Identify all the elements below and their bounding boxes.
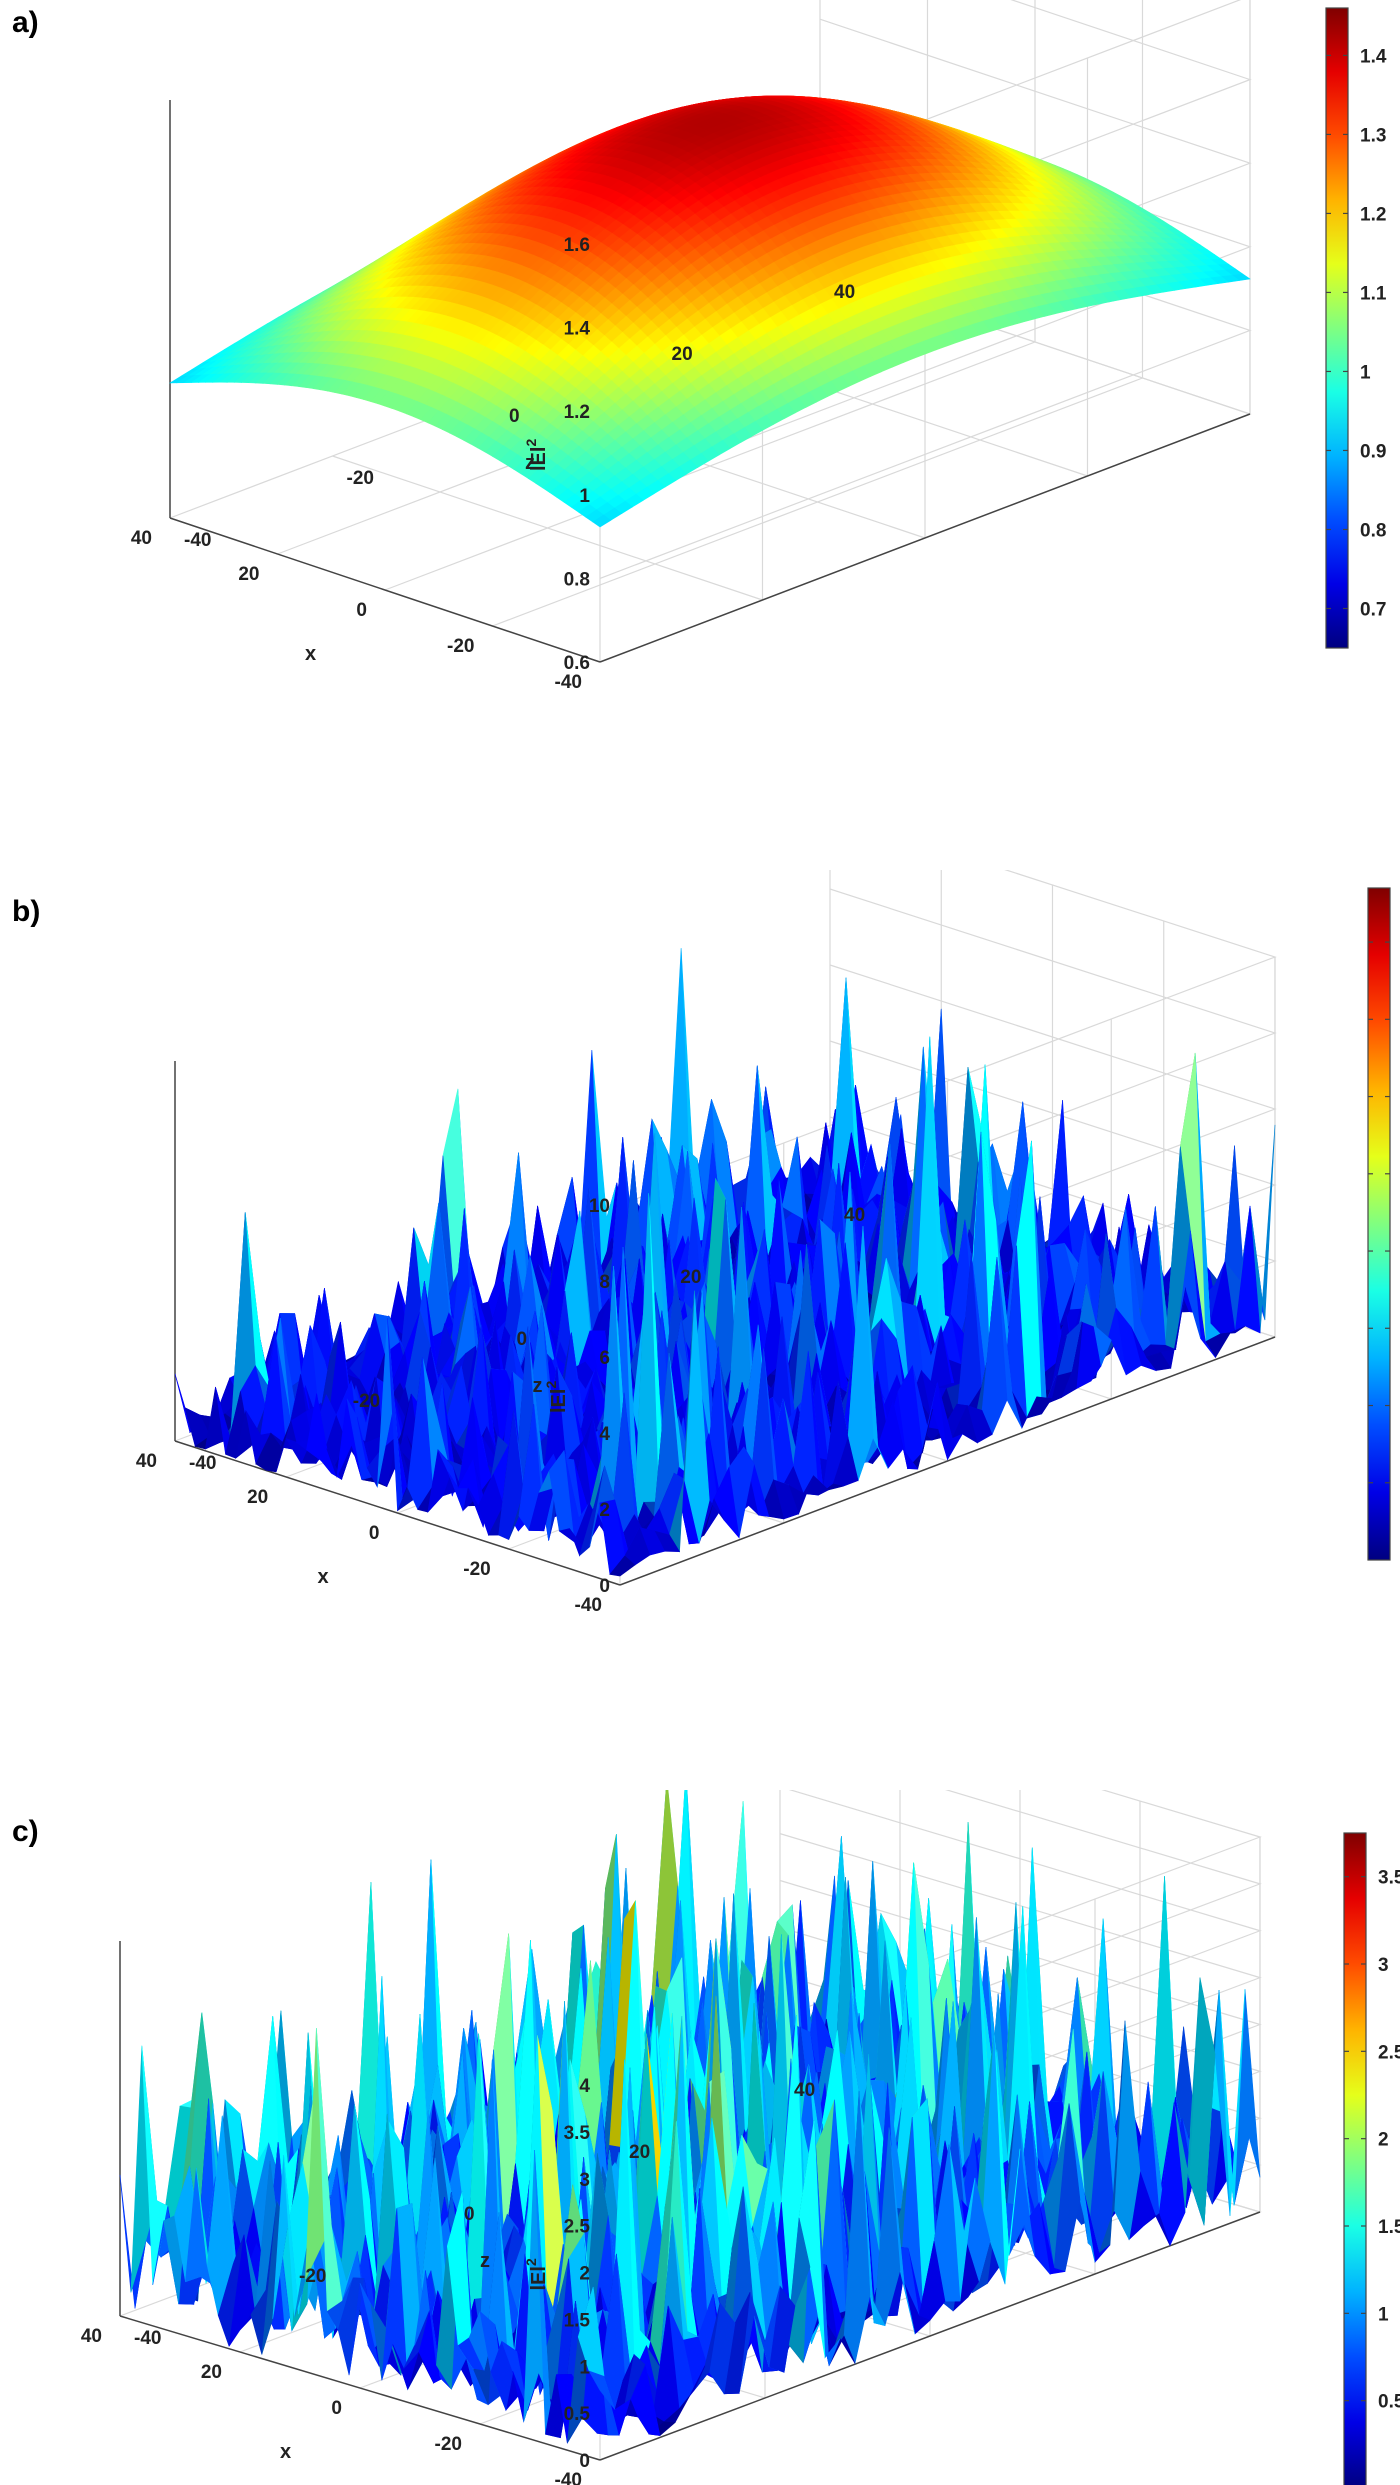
z-tick-label: 1.2: [564, 402, 590, 423]
surface-mesh: [168, 95, 1251, 528]
y-tick-label: 20: [672, 344, 693, 365]
surface-patch: [592, 514, 612, 528]
colorbar-tick-label: 1.3: [1360, 125, 1386, 146]
colorbar: 0.7 0.8 0.9 1 1.1 1.2 1.3 1.4: [1325, 7, 1387, 649]
grid-line-floor-y: [332, 455, 763, 601]
colorbar-gradient: [1325, 7, 1349, 649]
z-tick-label: 0.8: [564, 569, 590, 590]
colorbar-tick-label: 1.1: [1360, 283, 1387, 304]
z-tick-label: 0.6: [564, 653, 590, 674]
surface-mesh: [174, 948, 1276, 1577]
x-tick-label: 0: [356, 600, 367, 621]
panel-a: a) 0.6 0.8 1 1.2 1.4 1.6 -40 -20 0 20 40 -40 -20 0 20 4…: [0, 0, 1400, 700]
panel-b-label: b): [12, 895, 41, 928]
panel-b: b) 0246810-40-2002040-40-2002040xzlEl212…: [0, 870, 1400, 1630]
x-axis-label: x: [305, 643, 316, 665]
colorbar-tick-label: 0.9: [1360, 441, 1386, 462]
y-tick-label: 40: [834, 282, 855, 303]
y-axis-label: z: [525, 452, 535, 474]
colorbar-tick-label: 0.7: [1360, 599, 1386, 620]
z-axis-line: [599, 413, 1251, 663]
z-tick-label: 1.6: [564, 235, 590, 256]
y-tick-label: -20: [347, 468, 374, 489]
x-tick-label: -20: [447, 636, 474, 657]
x-axis-line: [169, 517, 601, 663]
y-tick-label: -40: [184, 530, 211, 551]
colorbar-tick-label: 1.2: [1360, 204, 1386, 225]
tick-labels: 0.6 0.8 1 1.2 1.4 1.6 -40 -20 0 20 40 -40 -20 0 20 40: [131, 235, 855, 693]
surface-plot-b: 0246810-40-2002040-40-2002040xzlEl212345…: [136, 870, 1391, 1616]
panel-a-label: a): [12, 6, 39, 39]
colorbar-tick-label: 1: [1360, 362, 1371, 383]
x-tick-label: -40: [555, 672, 582, 693]
z-tick-label: 1.4: [564, 319, 591, 340]
x-axis-line: [174, 1440, 621, 1586]
colorbar-tick-label: 1.4: [1360, 46, 1387, 67]
x-tick-label: 20: [238, 564, 259, 585]
colorbar-tick-label: 0.8: [1360, 520, 1386, 541]
z-axis-line: [619, 1336, 1276, 1586]
x-tick-label: 40: [131, 528, 152, 549]
z-tick-label: 1: [579, 486, 590, 507]
surface-plot-a: 0.6 0.8 1 1.2 1.4 1.6 -40 -20 0 20 40 -40 -20 0 20 40 x z…: [131, 0, 1387, 693]
y-tick-label: 0: [509, 406, 520, 427]
